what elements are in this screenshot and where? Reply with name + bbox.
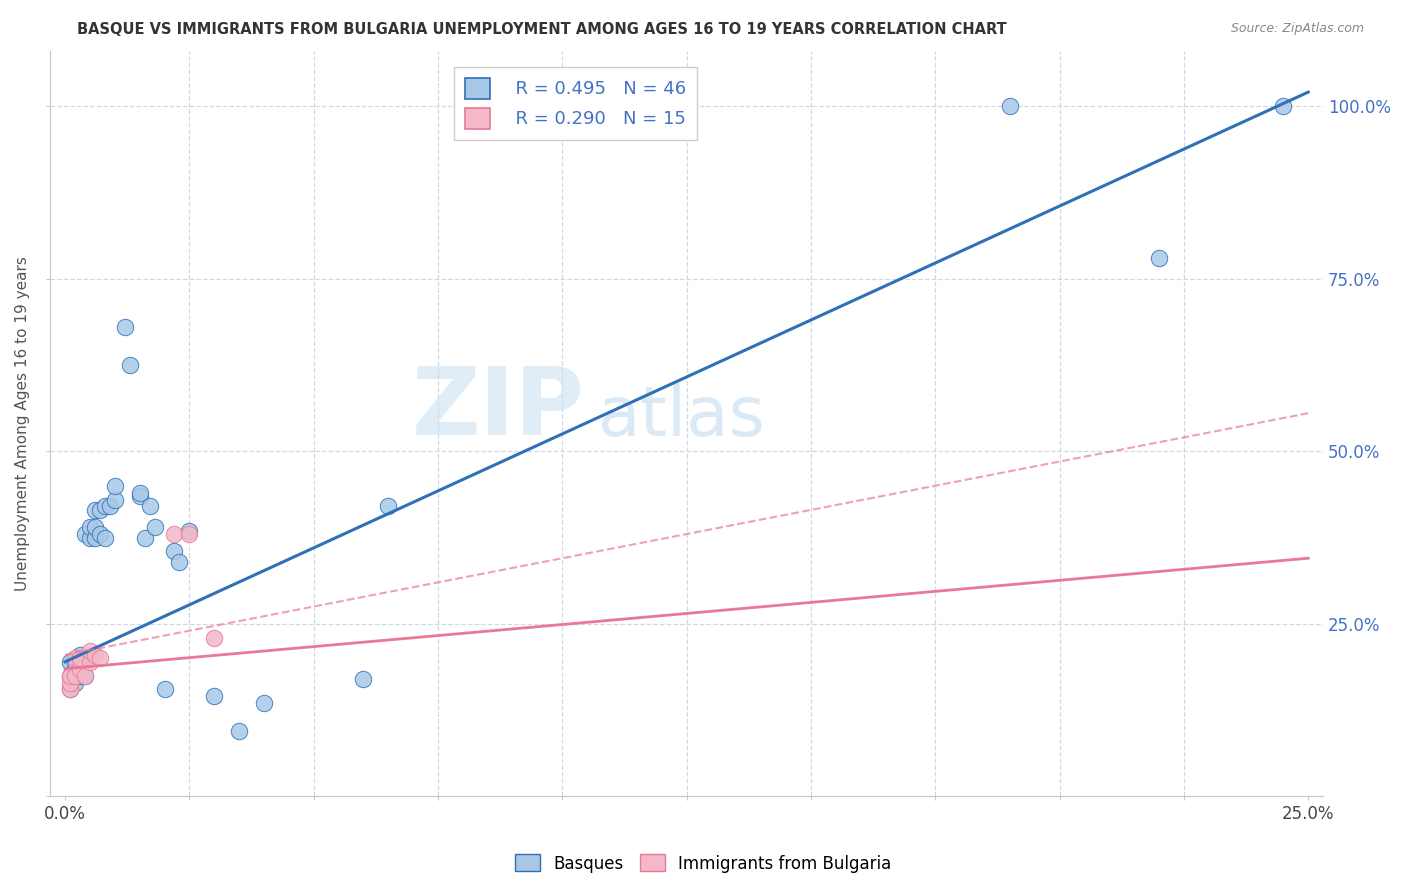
Point: [69, 651, 91, 665]
Point: [169, 555, 191, 569]
Point: [1147, 251, 1170, 265]
Point: [63, 668, 86, 682]
Point: [94, 531, 117, 545]
Point: [83, 503, 105, 517]
Point: [63, 655, 86, 669]
Point: [79, 531, 101, 545]
Point: [1272, 99, 1295, 113]
Point: [134, 531, 156, 545]
Point: [352, 672, 374, 686]
Point: [253, 696, 276, 710]
Point: [79, 520, 101, 534]
Point: [114, 319, 136, 334]
Y-axis label: Unemployment Among Ages 16 to 19 years: Unemployment Among Ages 16 to 19 years: [15, 256, 30, 591]
Point: [202, 690, 225, 704]
Point: [153, 682, 176, 697]
Point: [59, 668, 82, 682]
Point: [59, 682, 82, 697]
Point: [98, 500, 121, 514]
Legend:   R = 0.495   N = 46,   R = 0.290   N = 15: R = 0.495 N = 46, R = 0.290 N = 15: [454, 67, 697, 139]
Point: [104, 492, 127, 507]
Point: [998, 99, 1021, 113]
Point: [138, 500, 160, 514]
Point: [179, 524, 201, 538]
Point: [79, 651, 101, 665]
Point: [89, 503, 111, 517]
Point: [104, 479, 127, 493]
Point: [83, 520, 105, 534]
Point: [69, 662, 91, 676]
Text: atlas: atlas: [598, 383, 765, 450]
Point: [73, 668, 96, 682]
Point: [118, 358, 141, 372]
Point: [63, 662, 86, 676]
Point: [69, 662, 91, 676]
Point: [83, 648, 105, 662]
Point: [79, 655, 101, 669]
Point: [228, 723, 250, 738]
Point: [59, 682, 82, 697]
Point: [83, 531, 105, 545]
Text: ZIP: ZIP: [412, 363, 585, 455]
Point: [59, 668, 82, 682]
Point: [143, 520, 166, 534]
Point: [128, 485, 150, 500]
Point: [163, 527, 186, 541]
Point: [128, 489, 150, 503]
Text: BASQUE VS IMMIGRANTS FROM BULGARIA UNEMPLOYMENT AMONG AGES 16 TO 19 YEARS CORREL: BASQUE VS IMMIGRANTS FROM BULGARIA UNEMP…: [77, 22, 1007, 37]
Point: [69, 648, 91, 662]
Point: [59, 675, 82, 690]
Point: [63, 675, 86, 690]
Point: [202, 631, 225, 645]
Legend: Basques, Immigrants from Bulgaria: Basques, Immigrants from Bulgaria: [508, 847, 898, 880]
Point: [59, 655, 82, 669]
Point: [73, 668, 96, 682]
Point: [79, 644, 101, 658]
Point: [89, 651, 111, 665]
Point: [179, 527, 201, 541]
Point: [94, 500, 117, 514]
Point: [69, 668, 91, 682]
Point: [63, 668, 86, 682]
Point: [163, 544, 186, 558]
Point: [377, 500, 399, 514]
Point: [69, 655, 91, 669]
Point: [63, 651, 86, 665]
Text: Source: ZipAtlas.com: Source: ZipAtlas.com: [1230, 22, 1364, 36]
Point: [73, 527, 96, 541]
Point: [89, 527, 111, 541]
Point: [73, 651, 96, 665]
